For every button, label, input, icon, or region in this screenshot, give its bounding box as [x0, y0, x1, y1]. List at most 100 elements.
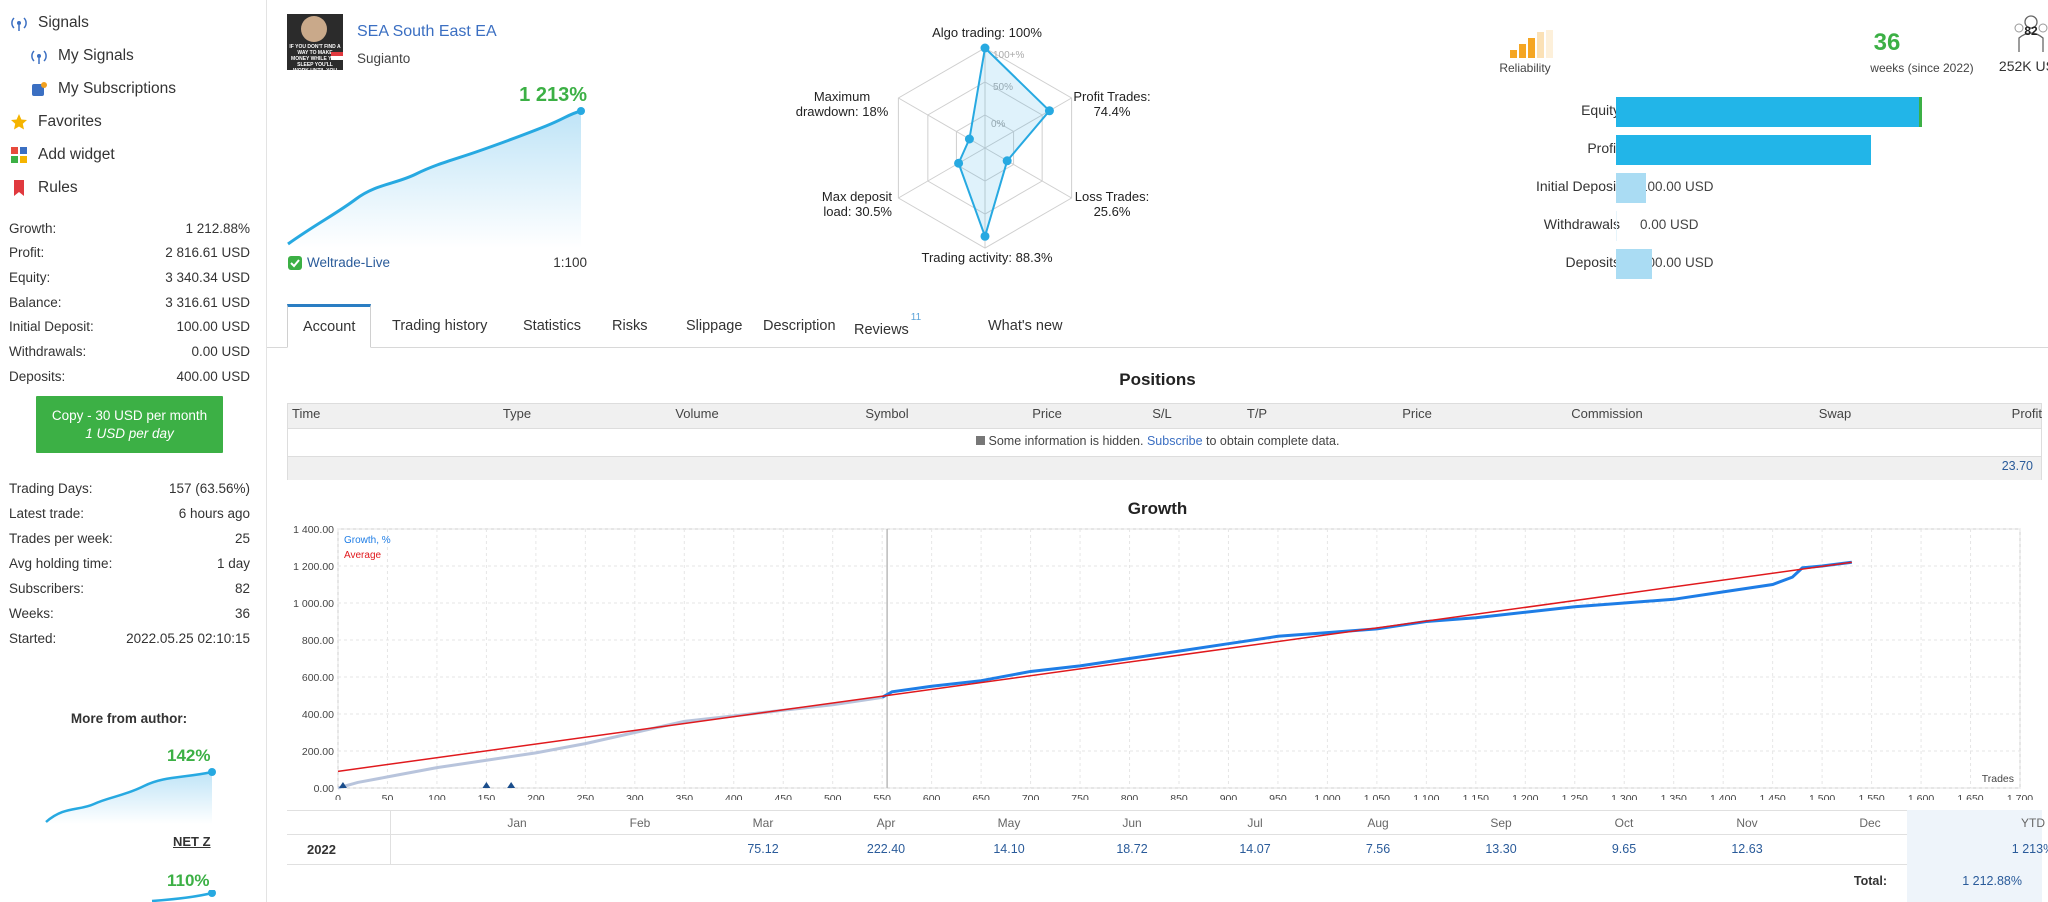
funds-bar: [1616, 249, 1653, 279]
positions-table: [287, 403, 2042, 480]
month-header: May: [997, 816, 1021, 830]
nav-my-signals[interactable]: My Signals: [30, 47, 134, 65]
positions-column-header[interactable]: S/L: [1152, 406, 1172, 421]
nav-add-widget[interactable]: Add widget: [10, 146, 115, 164]
positions-column-header[interactable]: Swap: [1818, 406, 1852, 421]
positions-column-header[interactable]: T/P: [1246, 406, 1268, 421]
radar-profit-value: 74.4%: [1093, 104, 1131, 119]
positions-column-header[interactable]: Price: [1402, 406, 1432, 421]
deposit-marker: [482, 782, 491, 788]
subscribe-link[interactable]: Subscribe: [1146, 434, 1203, 448]
nav-label: My Subscriptions: [58, 80, 177, 97]
bar-value: 0.00 USD: [1640, 217, 1699, 232]
month-value: 14.07: [1239, 842, 1271, 856]
tab-what-s-new[interactable]: What's new: [973, 304, 1078, 348]
nav-favorites[interactable]: Favorites: [10, 113, 102, 131]
nav-my-subscriptions[interactable]: My Subscriptions: [30, 80, 176, 98]
radar-max-drawdown: Maximum drawdown: 18%: [792, 89, 892, 119]
broker-link[interactable]: Weltrade-Live: [307, 255, 391, 270]
stat-label: Initial Deposit:: [9, 319, 94, 334]
nav-signals[interactable]: Signals: [10, 14, 89, 32]
month-value: 222.40: [866, 842, 906, 856]
x-tick-label: 600: [923, 793, 941, 800]
funds-bar: [1616, 211, 1617, 241]
tab-slippage[interactable]: Slippage: [671, 304, 757, 348]
subscription-icon: [30, 80, 48, 98]
y-tick-label: 600.00: [302, 672, 334, 684]
x-tick-label: 700: [1022, 793, 1040, 800]
radar-profit-label: Profit Trades:: [1073, 89, 1151, 104]
month-header: Dec: [1859, 816, 1881, 830]
hidden-text-end: to obtain complete data.: [1206, 434, 1340, 448]
stat-value: 0.00 USD: [191, 344, 250, 359]
author-name[interactable]: Sugianto: [357, 51, 411, 66]
month-header: Nov: [1736, 816, 1758, 830]
stat-row: Started: 2022.05.25 02:10:15: [9, 631, 250, 646]
deposit-marker: [338, 782, 347, 788]
author-signal-name[interactable]: NET Z: [173, 834, 211, 849]
stat-value: 2 816.61 USD: [165, 245, 250, 260]
tab-label: Risks: [612, 318, 648, 334]
signal-name[interactable]: SEA South East EA: [357, 23, 497, 40]
positions-column-header[interactable]: Time: [292, 406, 321, 421]
nav-rules[interactable]: Rules: [10, 179, 78, 197]
tab-label: Reviews: [854, 321, 909, 338]
tab-reviews[interactable]: Reviews11: [839, 304, 936, 348]
tab-label: Statistics: [523, 318, 582, 334]
stat-value: 100.00 USD: [176, 319, 250, 334]
bar-label: Withdrawals: [1543, 216, 1620, 232]
positions-column-header[interactable]: Profit: [2011, 406, 2042, 421]
author-signal-sparkline[interactable]: [44, 766, 220, 824]
growth-chart[interactable]: 0 50 100 150 200 250 300 350 400 450 500 550 600 650 7…: [267, 520, 2048, 800]
x-tick-label: 200: [527, 793, 545, 800]
author-signal-sparkline[interactable]: [150, 890, 220, 902]
nav-label: Add widget: [38, 146, 115, 163]
radar-loss-label: Loss Trades:: [1074, 189, 1150, 204]
stat-value: 82: [234, 581, 250, 596]
stat-value: 6 hours ago: [178, 506, 250, 521]
month-value: 7.56: [1365, 842, 1391, 856]
x-tick-label: 650: [972, 793, 990, 800]
nav-label: Signals: [38, 14, 89, 31]
avatar: IF YOU DON'T FIND A WAY TO MAKE MONEY WH…: [287, 14, 343, 70]
radar-loss-trades: Loss Trades: 25.6%: [1072, 189, 1152, 219]
nav-label: My Signals: [58, 47, 134, 64]
signal-icon: [30, 47, 48, 65]
x-tick-label: 750: [1071, 793, 1089, 800]
tab-divider: [267, 347, 2048, 348]
x-tick-label: 1 100: [1413, 793, 1439, 800]
radar-algo: Algo trading: 100%: [932, 25, 1042, 40]
radar-activity: Trading activity: 88.3%: [921, 250, 1053, 265]
growth-chart-title: Growth: [1127, 499, 1188, 518]
positions-column-header[interactable]: Symbol: [865, 406, 909, 421]
copy-price: Copy - 30 USD per month: [51, 408, 208, 423]
y-tick-label: 400.00: [302, 709, 334, 721]
sidebar: Signals My Signals My Subscriptions Favo…: [0, 0, 267, 902]
copy-button[interactable]: Copy - 30 USD per month 1 USD per day: [36, 396, 223, 453]
positions-column-header[interactable]: Type: [502, 406, 532, 421]
radar-spoke: [898, 147, 986, 199]
funds-bar: [1616, 135, 1872, 165]
lock-icon: [975, 436, 985, 445]
copy-per-day: 1 USD per day: [85, 426, 174, 441]
month-header: Oct: [1614, 816, 1634, 830]
tab-statistics[interactable]: Statistics: [508, 304, 596, 348]
x-tick-label: 1 650: [1957, 793, 1983, 800]
month-value: 14.10: [993, 842, 1025, 856]
tab-description[interactable]: Description: [748, 304, 851, 348]
tab-account[interactable]: Account: [287, 304, 372, 348]
tab-trading-history[interactable]: Trading history: [377, 304, 502, 348]
avatar-text: IF YOU DON'T FIND A WAY TO MAKE MONEY WH…: [289, 44, 341, 70]
tab-risks[interactable]: Risks: [597, 304, 662, 348]
x-tick-label: 300: [626, 793, 644, 800]
positions-column-header[interactable]: Volume: [675, 406, 719, 421]
main-content: IF YOU DON'T FIND A WAY TO MAKE MONEY WH…: [267, 0, 2048, 902]
x-tick-label: 1 050: [1364, 793, 1390, 800]
stat-label: Deposits:: [9, 369, 66, 384]
positions-column-header[interactable]: Price: [1032, 406, 1062, 421]
month-value: 1 213%: [2011, 842, 2048, 856]
month-header: Mar: [752, 816, 774, 830]
positions-column-header[interactable]: Commission: [1571, 406, 1643, 421]
stat-row: Withdrawals: 0.00 USD: [9, 344, 250, 359]
bar-label: Initial Deposit: [1535, 178, 1620, 194]
